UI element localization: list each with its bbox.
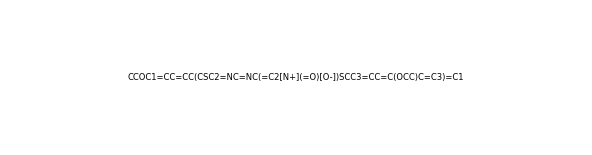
Text: CCOC1=CC=CC(CSC2=NC=NC(=C2[N+](=O)[O-])SCC3=CC=C(OCC)C=C3)=C1: CCOC1=CC=CC(CSC2=NC=NC(=C2[N+](=O)[O-])S… [128,73,464,82]
